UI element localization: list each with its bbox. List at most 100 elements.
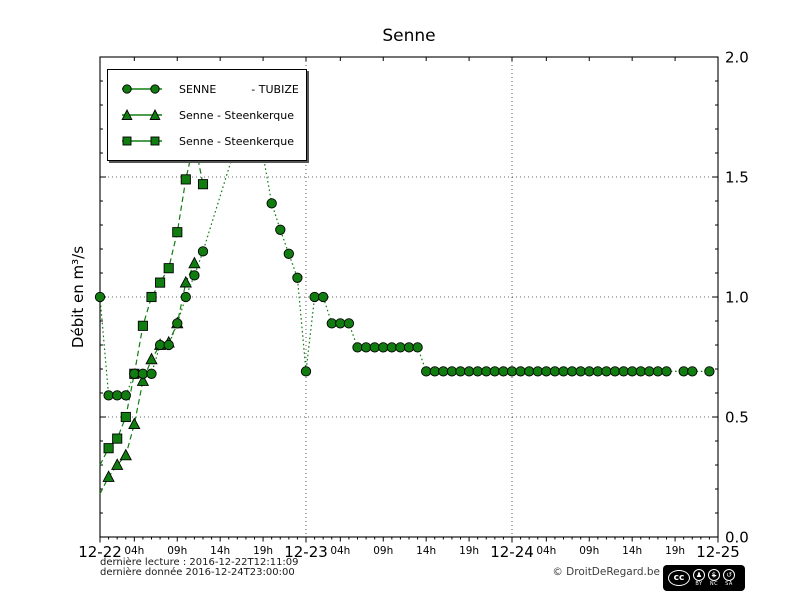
data-point-circle <box>618 366 629 377</box>
data-point-circle <box>575 366 586 377</box>
x-tick-label-hour: 09h <box>167 545 187 557</box>
x-tick-label-day: 12-23 <box>284 543 328 561</box>
data-point-circle <box>326 318 337 329</box>
data-point-circle <box>652 366 664 377</box>
data-point-square <box>112 433 123 444</box>
data-point-square <box>163 263 174 274</box>
data-point-triangle <box>111 458 124 470</box>
data-point-circle <box>335 318 346 329</box>
data-point-circle <box>455 366 466 377</box>
data-point-circle <box>704 366 715 377</box>
data-point-circle <box>154 339 166 351</box>
data-point-circle <box>172 318 183 329</box>
data-point-triangle <box>128 417 141 430</box>
data-point-circle <box>592 366 603 377</box>
data-point-triangle <box>136 374 150 386</box>
legend: SENNE - TUBIZE Senne - Steenkerque Senne… <box>107 69 307 161</box>
data-point-circle <box>318 291 329 303</box>
data-point-circle <box>661 366 672 377</box>
data-point-circle <box>343 318 355 329</box>
data-point-circle <box>129 368 140 379</box>
data-point-circle <box>549 366 561 377</box>
data-point-square <box>120 411 131 423</box>
data-point-circle <box>180 291 191 303</box>
legend-label: Senne - Steenkerque <box>179 108 295 122</box>
data-point-triangle <box>145 352 158 365</box>
x-tick-label-hour: 19h <box>253 545 273 557</box>
data-point-square <box>155 277 166 288</box>
data-point-circle <box>644 366 655 377</box>
data-point-square <box>137 320 148 331</box>
data-point-circle <box>515 366 526 377</box>
x-tick-label-day: 12-24 <box>490 543 534 561</box>
data-point-circle <box>446 366 458 377</box>
data-point-circle <box>283 248 294 259</box>
legend-square-marker-icon <box>122 136 162 146</box>
legend-entry-tubize: SENNE - TUBIZE <box>108 76 306 102</box>
data-point-circle <box>146 368 157 379</box>
data-point-triangle <box>188 256 201 269</box>
cc-sa-icon: ↺ <box>723 569 735 581</box>
cc-by-label: BY <box>695 581 703 587</box>
x-tick-label-hour: 14h <box>416 545 436 557</box>
cc-by-icon: ♟ <box>693 569 705 581</box>
data-point-circle <box>412 342 423 353</box>
data-point-circle <box>352 342 363 353</box>
data-point-circle <box>189 270 200 281</box>
data-point-square <box>180 174 191 185</box>
cc-license-badge[interactable]: cc ♟ BY $ NC ↺ SA <box>663 565 745 591</box>
data-point-circle <box>566 366 578 377</box>
data-point-circle <box>197 246 209 257</box>
data-point-circle <box>601 366 612 377</box>
cc-logo-icon: cc <box>668 570 690 586</box>
legend-label: Senne - Steenkerque <box>179 134 295 148</box>
legend-label: SENNE - TUBIZE <box>179 82 299 96</box>
data-point-circle <box>541 366 552 377</box>
data-point-circle <box>438 366 449 377</box>
data-point-circle <box>584 366 595 377</box>
data-point-triangle <box>102 470 115 482</box>
cc-nc-icon: $ <box>708 569 720 581</box>
data-point-circle <box>369 342 380 353</box>
y-tick-label: 1.5 <box>725 169 749 187</box>
data-point-circle <box>481 366 492 377</box>
cc-sa-label: SA <box>725 581 733 587</box>
y-tick-label: 2.0 <box>725 49 749 67</box>
x-tick-label-day: 12-22 <box>78 543 122 561</box>
data-point-circle <box>360 342 372 353</box>
data-point-circle <box>421 366 432 377</box>
data-point-triangle <box>179 275 192 288</box>
data-point-circle <box>120 390 131 401</box>
data-point-circle <box>103 390 114 401</box>
data-point-circle <box>687 366 698 377</box>
data-point-circle <box>386 342 397 353</box>
legend-entry-steenkerque-2: Senne - Steenkerque <box>108 128 306 154</box>
data-point-circle <box>395 342 406 353</box>
data-point-circle <box>163 339 174 351</box>
data-point-circle <box>532 366 543 377</box>
footer-last-data: dernière donnée 2016-12-24T23:00:00 <box>100 567 295 578</box>
data-point-circle <box>112 390 123 401</box>
cc-nc-label: NC <box>709 581 719 587</box>
data-point-circle <box>524 366 535 377</box>
data-point-circle <box>463 366 475 377</box>
data-point-circle <box>609 366 621 377</box>
x-tick-label-hour: 09h <box>579 545 599 557</box>
series-line-square <box>99 140 204 466</box>
x-tick-label-hour: 09h <box>373 545 393 557</box>
data-point-circle <box>627 366 638 377</box>
data-point-circle <box>498 366 509 377</box>
data-point-circle <box>292 272 303 283</box>
data-point-circle <box>489 366 500 377</box>
data-point-triangle <box>119 448 132 461</box>
y-tick-label: 0.0 <box>725 529 749 547</box>
data-point-square <box>103 443 114 454</box>
x-tick-label-hour: 04h <box>536 545 556 557</box>
data-point-circle <box>94 291 106 303</box>
data-point-circle <box>378 342 389 353</box>
x-tick-label-hour: 04h <box>330 545 350 557</box>
x-tick-label-hour: 14h <box>622 545 642 557</box>
data-point-square <box>172 227 183 238</box>
x-tick-label-hour: 14h <box>210 545 230 557</box>
